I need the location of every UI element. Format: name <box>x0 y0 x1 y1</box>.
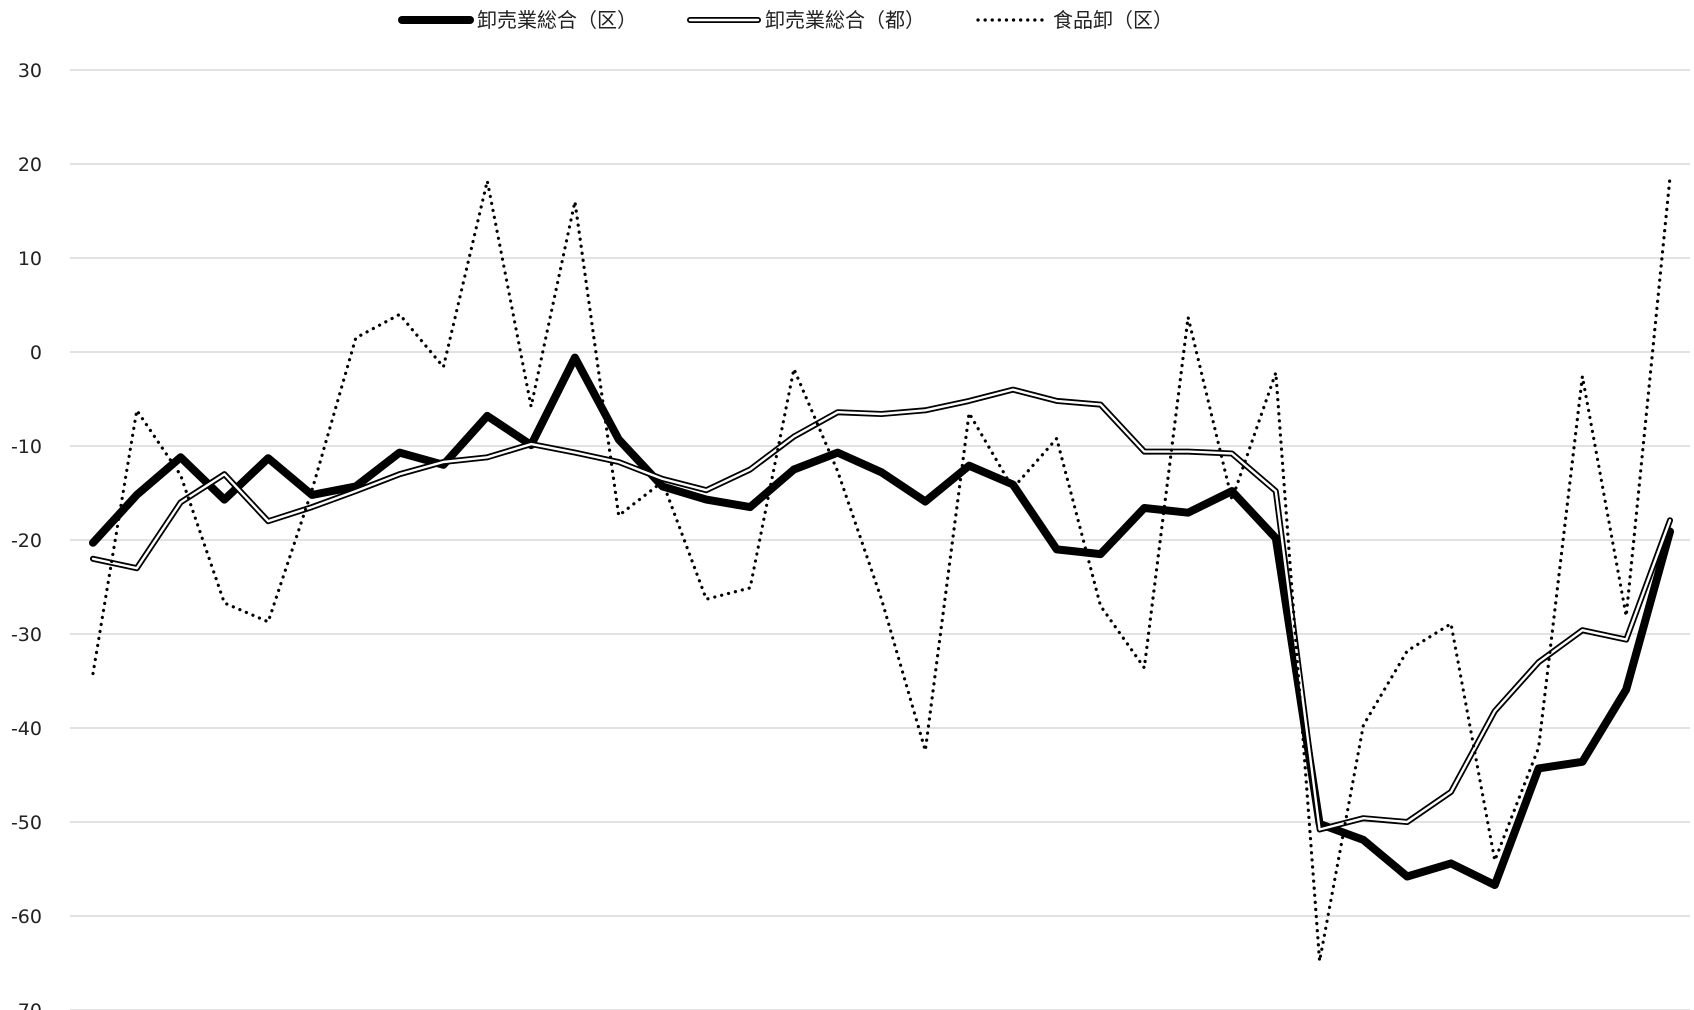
series-line <box>89 353 1674 889</box>
y-tick-label: 10 <box>18 248 42 270</box>
legend-entry: 卸売業総合（都） <box>687 8 925 32</box>
legend-label: 食品卸（区） <box>1053 8 1173 32</box>
series-2 <box>90 386 1673 833</box>
y-tick-label: -60 <box>11 906 42 928</box>
y-axis: 30 20 10 0 -10 -20 -30 -40 -50 -60 -70 <box>11 60 42 1010</box>
y-tick-label: 20 <box>18 154 42 176</box>
y-tick-label: -20 <box>11 530 42 552</box>
legend-entry: 卸売業総合（区） <box>398 8 637 32</box>
series-line <box>90 386 1673 833</box>
y-tick-label: -30 <box>11 624 42 646</box>
series-1 <box>89 353 1674 889</box>
series-line <box>91 175 1672 963</box>
series-layer <box>89 175 1674 963</box>
legend-entry: 食品卸（区） <box>976 8 1173 32</box>
y-tick-label: -40 <box>11 718 42 740</box>
y-tick-label: 30 <box>18 60 42 82</box>
y-tick-label: -70 <box>11 1000 42 1010</box>
y-tick-label: -50 <box>11 812 42 834</box>
grid <box>70 69 1690 1010</box>
legend-label: 卸売業総合（区） <box>477 8 637 32</box>
legend: 卸売業総合（区） 卸売業総合（都） 食品卸（区） <box>398 8 1173 32</box>
series-3 <box>91 175 1672 963</box>
legend-label: 卸売業総合（都） <box>765 8 925 32</box>
y-tick-label: -10 <box>11 436 42 458</box>
series-line-inner <box>91 388 1672 831</box>
y-tick-label: 0 <box>30 342 42 364</box>
